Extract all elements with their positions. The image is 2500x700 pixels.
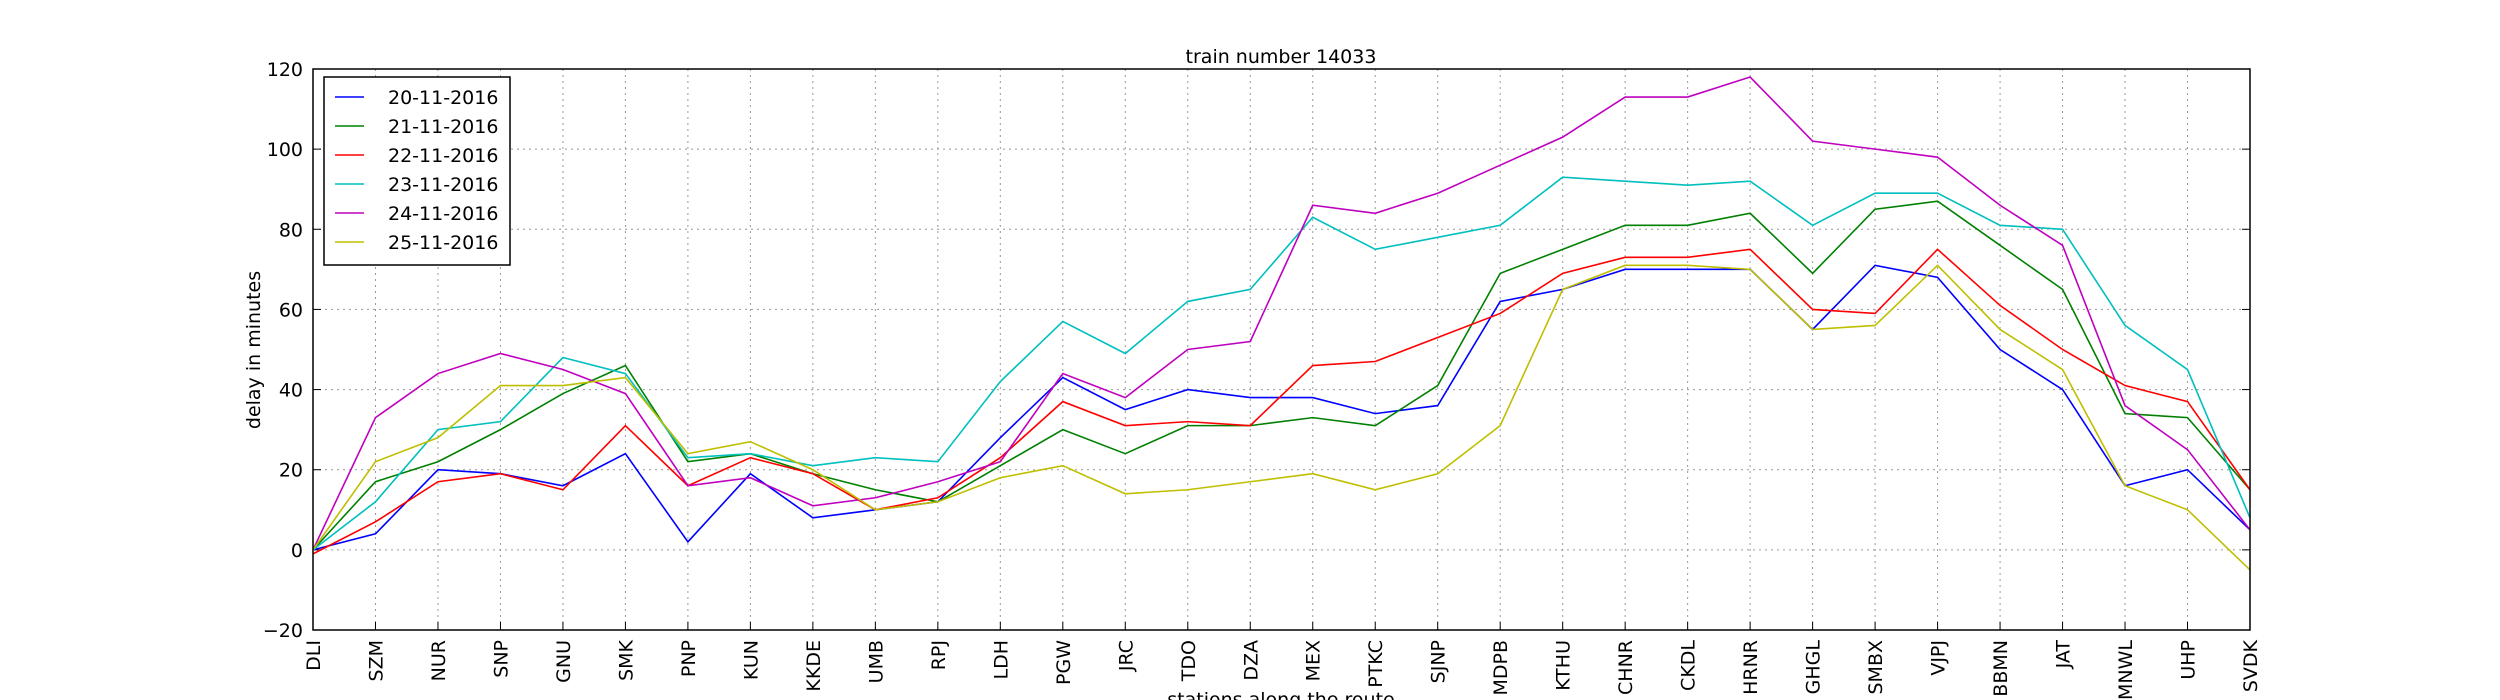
x-tick-label: KKDE	[803, 640, 825, 692]
x-tick-label: LDH	[990, 640, 1012, 680]
x-tick-label: SNP	[490, 640, 512, 678]
legend-label: 20-11-2016	[388, 87, 498, 109]
x-tick-label: DZA	[1240, 640, 1262, 681]
y-tick-label: 20	[279, 460, 303, 482]
x-tick-label: SMBX	[1865, 640, 1887, 695]
x-tick-label: JRC	[1115, 640, 1137, 672]
series-line	[312, 264, 2251, 551]
x-tick-label: SMK	[615, 639, 637, 680]
x-tick-label: NUR	[428, 640, 450, 681]
x-tick-label: CHNR	[1615, 640, 1637, 695]
y-tick-label: −20	[263, 620, 303, 642]
legend-label: 23-11-2016	[388, 174, 498, 196]
x-tick-label: MDPB	[1490, 640, 1512, 696]
x-tick-label: UMB	[865, 640, 887, 683]
x-tick-label: VJPJ	[1928, 640, 1950, 676]
x-tick-label: BBMN	[1990, 640, 2012, 697]
x-tick-label: MEX	[1303, 640, 1325, 681]
series-line	[312, 176, 2251, 551]
series-line	[312, 248, 2251, 555]
chart-title: train number 14033	[1186, 46, 1377, 68]
x-tick-label: PGW	[1053, 640, 1075, 685]
y-tick-label: 100	[267, 139, 303, 161]
x-tick-label: HRNR	[1740, 640, 1762, 695]
y-tick-label: 0	[291, 540, 303, 562]
x-tick-label: KTHU	[1553, 640, 1575, 691]
y-tick-label: 40	[279, 380, 303, 402]
legend-label: 22-11-2016	[388, 145, 498, 167]
y-axis-label: delay in minutes	[243, 271, 265, 429]
series-line	[312, 200, 2251, 551]
x-tick-label: MNWL	[2115, 640, 2137, 700]
legend-label: 21-11-2016	[388, 116, 498, 138]
x-tick-label: SVDK	[2240, 639, 2262, 692]
series-line	[312, 76, 2251, 551]
y-tick-label: 120	[267, 59, 303, 81]
legend-label: 25-11-2016	[388, 232, 498, 254]
x-tick-label: CKDL	[1678, 640, 1700, 691]
x-tick-label: DLI	[303, 640, 325, 671]
y-tick-label: 80	[279, 219, 303, 241]
x-tick-label: GNU	[553, 640, 575, 683]
x-tick-label: GHGL	[1803, 640, 1825, 695]
series-line	[312, 264, 2251, 571]
x-tick-label: SZM	[365, 640, 387, 681]
x-tick-label: JAT	[2053, 640, 2075, 670]
x-tick-label: TDO	[1178, 640, 1200, 682]
x-tick-label: UHP	[2178, 640, 2200, 680]
x-tick-label: PTKC	[1365, 640, 1387, 688]
x-tick-label: PNP	[678, 640, 700, 677]
legend-label: 24-11-2016	[388, 203, 498, 225]
legend-box	[323, 76, 511, 266]
x-tick-label: RPJ	[928, 640, 950, 670]
plot-frame	[312, 68, 2251, 631]
x-tick-label: KUN	[740, 640, 762, 680]
y-tick-label: 60	[279, 299, 303, 321]
x-tick-label: SJNP	[1428, 640, 1450, 683]
x-axis-label: stations along the route	[1167, 689, 1394, 700]
